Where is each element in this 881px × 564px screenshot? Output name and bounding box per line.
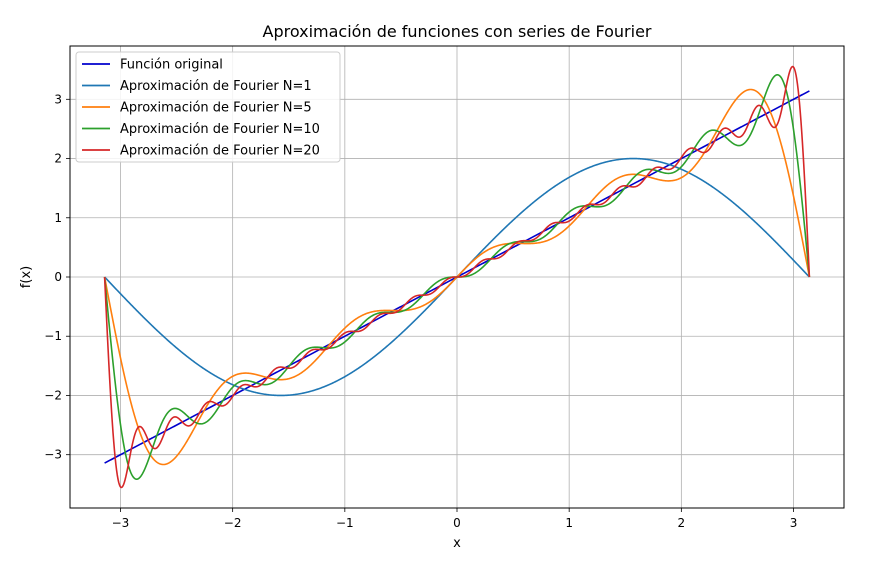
y-tick-label: 2 — [54, 152, 62, 166]
legend-entry: Aproximación de Fourier N=10 — [120, 122, 320, 137]
y-tick-label: 0 — [54, 270, 62, 284]
x-tick-label: 3 — [790, 516, 798, 530]
legend-box — [75, 51, 341, 163]
x-axis-label: x — [453, 536, 461, 551]
x-tick-label: −1 — [336, 516, 354, 530]
y-tick-label: −3 — [44, 448, 62, 462]
legend-entry: Función original — [120, 58, 223, 73]
axis-ticks: −3 −2 −1 0 1 2 3 −3 −2 −1 0 1 2 3 — [44, 92, 797, 530]
x-tick-label: −2 — [224, 516, 242, 530]
x-tick-label: 0 — [453, 516, 461, 530]
x-tick-label: 1 — [565, 516, 573, 530]
x-tick-label: −3 — [112, 516, 130, 530]
grid — [70, 46, 844, 508]
x-tick-label: 2 — [678, 516, 686, 530]
legend-entry: Aproximación de Fourier N=5 — [120, 101, 312, 116]
y-tick-label: 3 — [54, 92, 62, 106]
legend: Función original Aproximación de Fourier … — [75, 51, 341, 163]
legend-entry: Aproximación de Fourier N=1 — [120, 79, 312, 94]
chart-title: Aproximación de funciones con series de … — [263, 22, 652, 41]
y-axis-label: f(x) — [19, 266, 34, 288]
y-tick-label: −2 — [44, 388, 62, 402]
y-tick-label: −1 — [44, 329, 62, 343]
series-line-4 — [103, 65, 811, 489]
y-tick-label: 1 — [54, 211, 62, 225]
series-lines — [103, 65, 811, 489]
legend-entry: Aproximación de Fourier N=20 — [120, 144, 320, 159]
